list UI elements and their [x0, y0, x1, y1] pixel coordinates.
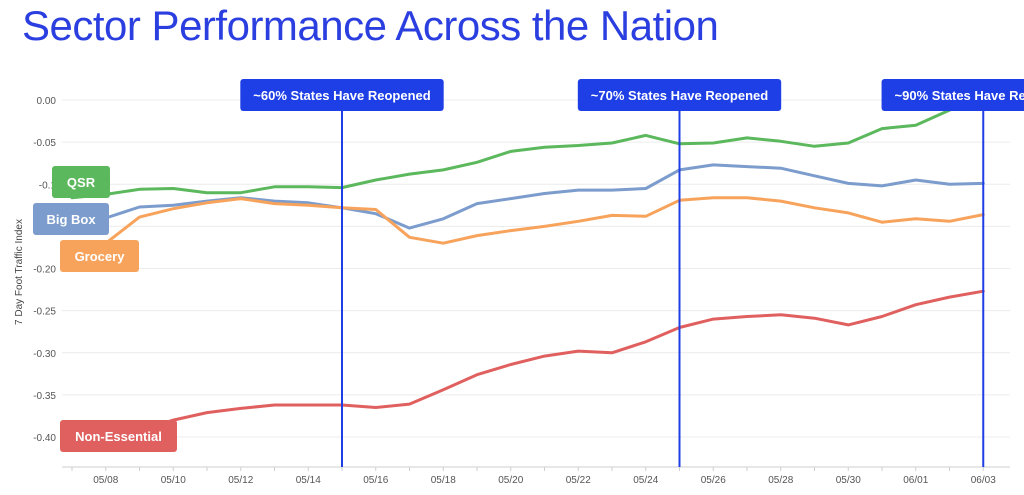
- grid: [62, 99, 1010, 438]
- y-tick-label: -0.30: [33, 349, 56, 360]
- x-tick-label: 05/26: [701, 475, 726, 486]
- x-tick-label: 06/03: [971, 475, 996, 486]
- y-tick-label: -0.1: [39, 180, 57, 191]
- annotation-label: ~70% States Have Reopened: [591, 88, 768, 103]
- y-tick-label: 0.00: [37, 96, 57, 107]
- series-label-qsr: QSR: [67, 175, 96, 190]
- annotation-label: ~90% States Have Reopened: [895, 88, 1024, 103]
- series-label-box-big-box: [33, 203, 109, 235]
- series-label-grocery: Grocery: [75, 249, 126, 264]
- series-labels: QSR Big Box Grocery Non-Essential: [33, 166, 177, 452]
- chart-title: Sector Performance Across the Nation: [22, 2, 719, 49]
- y-tick-label: -0.35: [33, 391, 56, 402]
- series-line-grocery: [70, 196, 985, 249]
- series-label-box-non-essential: [60, 420, 177, 452]
- annotation-box: [577, 79, 782, 111]
- x-tick-label: 05/10: [161, 475, 186, 486]
- annotation-box: [240, 79, 444, 111]
- x-tick-label: 05/08: [93, 475, 118, 486]
- y-axis: 7 Day Foot Traffic Index 0.00 -0.05 -0.1 -0…: [14, 96, 56, 444]
- y-axis-label: 7 Day Foot Traffic Index: [14, 219, 25, 325]
- series: [70, 94, 985, 443]
- x-tick-label: 05/28: [768, 475, 793, 486]
- y-tick-label: -0.05: [33, 138, 56, 149]
- series-label-non-essential: Non-Essential: [75, 429, 162, 444]
- series-line-big-box: [70, 163, 985, 230]
- x-axis: 05/08 05/10 05/12 05/14 05/16 05/18 05/20 05/22…: [62, 466, 1010, 486]
- x-tick-label: 05/12: [228, 475, 253, 486]
- x-tick-label: 05/18: [431, 475, 456, 486]
- y-tick-label: -0.20: [33, 265, 56, 276]
- x-tick-label: 06/01: [903, 475, 928, 486]
- x-tick-label: 05/16: [363, 475, 388, 486]
- series-label-big-box: Big Box: [46, 212, 96, 227]
- series-line-qsr: [70, 94, 985, 200]
- y-tick-label: -0.40: [33, 433, 56, 444]
- annotation-label: ~60% States Have Reopened: [253, 88, 430, 103]
- x-tick-label: 05/14: [296, 475, 321, 486]
- annotations: ~60% States Have Reopened ~70% States Hav…: [240, 79, 1024, 467]
- series-line-non-essential: [70, 289, 985, 443]
- x-tick-label: 05/22: [566, 475, 591, 486]
- series-label-box-grocery: [60, 240, 139, 272]
- annotation-box: [881, 79, 1024, 111]
- y-tick-label: -0.25: [33, 307, 56, 318]
- x-tick-label: 05/20: [498, 475, 523, 486]
- x-tick-label: 05/30: [836, 475, 861, 486]
- series-label-box-qsr: [52, 166, 110, 198]
- x-tick-label: 05/24: [633, 475, 658, 486]
